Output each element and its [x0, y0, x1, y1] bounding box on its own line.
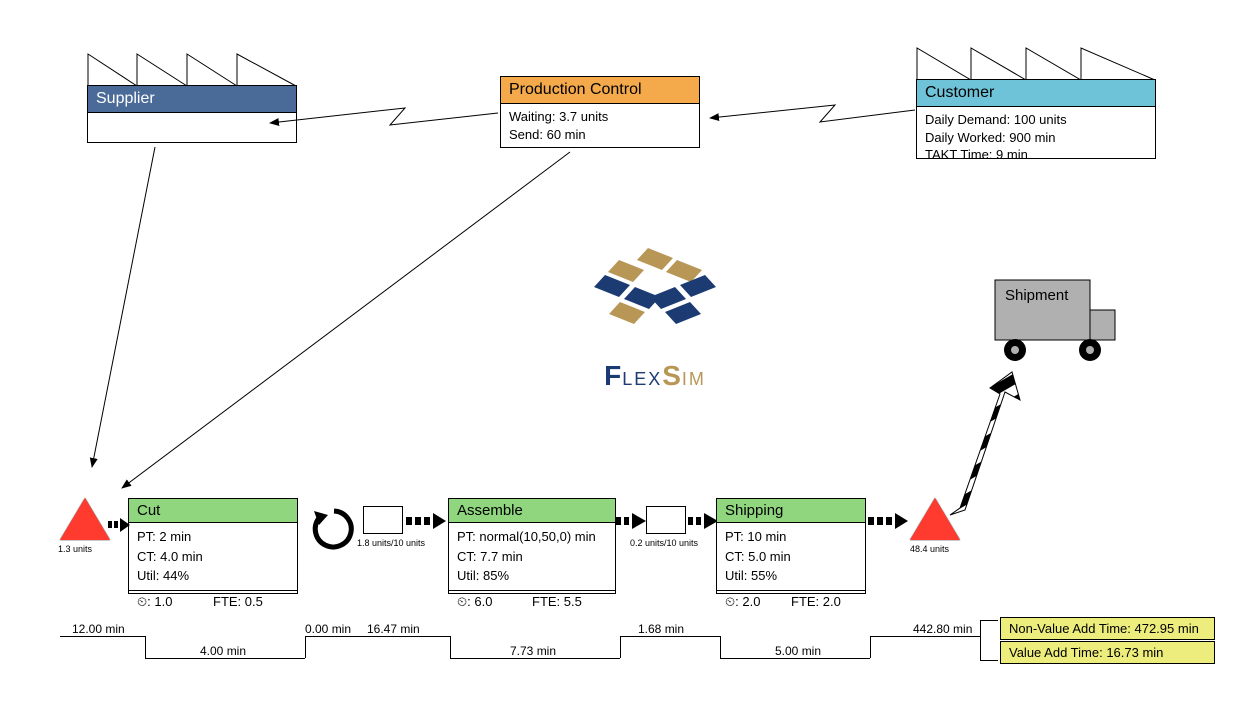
tl-v2	[305, 636, 306, 658]
tl-v5	[720, 636, 721, 658]
tl-h3	[305, 636, 365, 637]
push-arrow-4	[868, 513, 908, 531]
ship-util: Util: 55%	[725, 566, 857, 586]
asm-pt: PT: normal(10,50,0) min	[457, 527, 607, 547]
tl-h4	[450, 658, 620, 659]
tl-v4	[620, 636, 621, 658]
svg-text:Shipment: Shipment	[1005, 287, 1069, 304]
cut-ops: ⏲: 1.0	[137, 594, 213, 610]
cust-takt: TAKT Time: 9 min	[925, 146, 1147, 164]
t4: 16.47 min	[367, 622, 420, 636]
t3: 0.00 min	[305, 622, 351, 636]
asm-ct: CT: 7.7 min	[457, 547, 607, 567]
arrow-customer-to-pc	[700, 100, 916, 140]
tl-h3b	[365, 636, 450, 637]
va-box: Value Add Time: 16.73 min	[1000, 641, 1215, 664]
ship-pt: PT: 10 min	[725, 527, 857, 547]
inv2-label: 0.2 units/10 units	[630, 538, 698, 548]
t2: 4.00 min	[200, 644, 246, 658]
assemble-header: Assemble	[449, 499, 615, 523]
tl-h5	[620, 636, 720, 637]
push-arrow-0	[108, 518, 130, 534]
ship-header: Shipping	[717, 499, 865, 523]
tl-v6	[870, 636, 871, 658]
ship-ops: ⏲: 2.0	[725, 594, 791, 610]
cut-ct: CT: 4.0 min	[137, 547, 289, 567]
tl-h8a	[980, 620, 998, 621]
t6: 1.68 min	[638, 622, 684, 636]
cut-fte: FTE: 0.5	[213, 594, 289, 610]
flexsim-logo: FLEXSIM	[555, 235, 755, 392]
t1: 12.00 min	[72, 622, 125, 636]
inventory-box-1	[363, 506, 403, 534]
assemble-process: Assemble PT: normal(10,50,0) min CT: 7.7…	[448, 498, 616, 594]
triangle2-label: 48.4 units	[910, 544, 949, 554]
pc-send: Send: 60 min	[509, 126, 691, 144]
arrow-pc-down	[110, 150, 580, 495]
asm-ops: ⏲: 6.0	[457, 594, 532, 610]
nva-box: Non-Value Add Time: 472.95 min	[1000, 617, 1215, 640]
tl-h7	[870, 636, 980, 637]
customer-header: Customer	[917, 80, 1155, 107]
cut-header: Cut	[129, 499, 297, 523]
arrow-pc-to-supplier	[260, 103, 500, 143]
ship-fte: FTE: 2.0	[791, 594, 857, 610]
t7: 5.00 min	[775, 644, 821, 658]
supplier-roof	[87, 53, 297, 87]
inventory-box-2	[646, 506, 686, 534]
cust-worked: Daily Worked: 900 min	[925, 129, 1147, 147]
production-control-box: Production Control Waiting: 3.7 units Se…	[500, 76, 700, 148]
t5: 7.73 min	[510, 644, 556, 658]
tl-h1	[60, 636, 145, 637]
circular-arrow-icon	[310, 505, 358, 553]
tl-v3	[450, 636, 451, 658]
tl-v7	[980, 620, 981, 660]
shipping-process: Shipping PT: 10 min CT: 5.0 min Util: 55…	[716, 498, 866, 594]
tl-v1	[145, 636, 146, 658]
production-header: Production Control	[501, 77, 699, 104]
t8: 442.80 min	[913, 622, 972, 636]
pc-waiting: Waiting: 3.7 units	[509, 108, 691, 126]
tl-h2	[145, 658, 305, 659]
inventory-triangle-2	[910, 498, 960, 540]
asm-util: Util: 85%	[457, 566, 607, 586]
customer-box: Customer Daily Demand: 100 units Daily W…	[916, 79, 1156, 159]
cust-demand: Daily Demand: 100 units	[925, 111, 1147, 129]
inv1-label: 1.8 units/10 units	[357, 538, 425, 548]
cut-util: Util: 44%	[137, 566, 289, 586]
tl-h8b	[980, 660, 998, 661]
tl-h6	[720, 658, 870, 659]
shipment-truck: Shipment	[990, 275, 1120, 375]
triangle1-label: 1.3 units	[58, 544, 92, 554]
asm-fte: FTE: 5.5	[532, 594, 607, 610]
push-arrow-2	[616, 513, 648, 531]
cut-pt: PT: 2 min	[137, 527, 289, 547]
inventory-triangle-1	[60, 498, 110, 540]
ship-ct: CT: 5.0 min	[725, 547, 857, 567]
cut-process: Cut PT: 2 min CT: 4.0 min Util: 44% ⏲: 1…	[128, 498, 298, 594]
customer-roof	[916, 47, 1156, 81]
push-arrow-1	[406, 513, 446, 531]
